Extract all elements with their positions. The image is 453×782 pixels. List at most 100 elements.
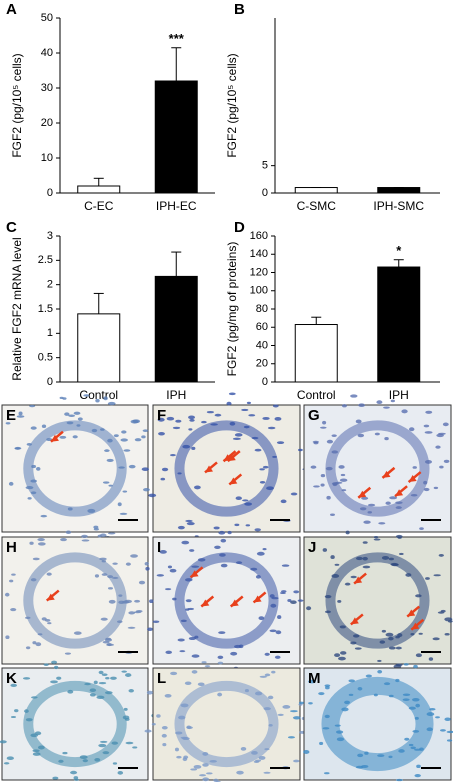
nucleus xyxy=(152,620,160,623)
nucleus xyxy=(188,428,193,431)
nucleus xyxy=(30,578,37,582)
nucleus xyxy=(385,501,391,505)
nucleus xyxy=(308,679,316,684)
nucleus xyxy=(320,474,326,478)
nucleus xyxy=(413,664,418,669)
nucleus xyxy=(234,644,242,649)
nucleus xyxy=(188,636,196,641)
arrow-head xyxy=(354,576,363,584)
nucleus xyxy=(228,392,236,396)
nucleus xyxy=(242,499,249,502)
nucleus xyxy=(331,434,337,437)
nucleus xyxy=(202,777,210,782)
nucleus xyxy=(381,555,390,560)
nucleus xyxy=(388,557,395,561)
nucleus xyxy=(340,651,347,655)
nucleus xyxy=(325,686,330,690)
nucleus xyxy=(303,750,310,754)
nucleus xyxy=(182,444,191,449)
nucleus xyxy=(350,394,358,398)
nucleus xyxy=(271,670,276,674)
nucleus xyxy=(175,419,182,423)
nucleus xyxy=(73,631,82,635)
nucleus xyxy=(405,573,412,577)
nucleus xyxy=(348,693,354,697)
y-tick-label: 60 xyxy=(256,321,268,333)
nucleus xyxy=(35,642,42,647)
nucleus xyxy=(259,468,265,471)
y-tick-label: 0 xyxy=(47,187,53,199)
y-tick-label: 20 xyxy=(256,358,268,370)
nucleus xyxy=(306,606,312,611)
nucleus xyxy=(167,565,173,569)
nucleus xyxy=(423,424,430,428)
nucleus xyxy=(255,759,262,762)
nucleus xyxy=(419,747,424,751)
nucleus xyxy=(107,438,113,443)
nucleus xyxy=(108,484,113,487)
nucleus xyxy=(34,731,42,736)
nucleus xyxy=(322,548,328,552)
nucleus xyxy=(395,506,402,509)
panel-label: F xyxy=(157,407,166,424)
nucleus xyxy=(251,750,258,755)
nucleus xyxy=(67,689,74,694)
nucleus xyxy=(359,507,367,511)
nucleus xyxy=(425,410,433,414)
arrow-head xyxy=(253,595,262,603)
nucleus xyxy=(356,556,363,561)
nucleus xyxy=(37,542,46,546)
nucleus xyxy=(217,661,224,665)
nucleus xyxy=(322,727,330,730)
y-tick-label: 160 xyxy=(250,230,268,242)
nucleus xyxy=(179,650,186,653)
nucleus xyxy=(25,718,33,722)
y-tick-label: 100 xyxy=(250,285,268,297)
nucleus xyxy=(117,502,122,507)
nucleus xyxy=(245,524,251,527)
nucleus xyxy=(335,481,343,484)
nucleus xyxy=(94,757,101,762)
nucleus xyxy=(94,574,100,578)
nucleus xyxy=(280,499,287,504)
nucleus xyxy=(100,428,105,431)
nucleus xyxy=(218,530,226,535)
nucleus xyxy=(362,556,368,561)
nucleus xyxy=(254,691,263,696)
nucleus xyxy=(121,670,127,673)
nucleus xyxy=(340,473,346,477)
nucleus xyxy=(415,703,420,708)
arrow-head xyxy=(190,570,199,578)
nucleus xyxy=(226,401,232,406)
nucleus xyxy=(412,698,420,702)
nucleus xyxy=(194,485,201,490)
nucleus xyxy=(164,693,172,698)
nucleus xyxy=(25,486,34,490)
nucleus xyxy=(41,424,47,429)
nucleus xyxy=(229,421,236,426)
nucleus xyxy=(189,418,195,422)
nucleus xyxy=(354,647,362,650)
nucleus xyxy=(415,594,422,598)
arrow-head xyxy=(46,593,55,601)
nucleus xyxy=(313,441,319,445)
y-axis-label: FGF2 (pg/mg of proteins) xyxy=(225,242,239,377)
nucleus xyxy=(144,729,152,733)
nucleus xyxy=(412,729,420,733)
nucleus xyxy=(293,759,300,763)
nucleus xyxy=(274,655,281,659)
nucleus xyxy=(27,497,32,500)
nucleus xyxy=(377,659,382,663)
vessel-wall xyxy=(23,680,127,768)
nucleus xyxy=(134,438,142,442)
nucleus xyxy=(180,703,189,708)
nucleus xyxy=(344,700,351,705)
nucleus xyxy=(381,629,387,633)
nucleus xyxy=(190,768,198,771)
nucleus xyxy=(339,478,348,482)
nucleus xyxy=(374,432,380,436)
nucleus xyxy=(318,692,325,696)
y-axis-label: FGF2 (pg/10⁵ cells) xyxy=(225,53,239,157)
nucleus xyxy=(364,751,369,755)
nucleus xyxy=(81,539,90,542)
